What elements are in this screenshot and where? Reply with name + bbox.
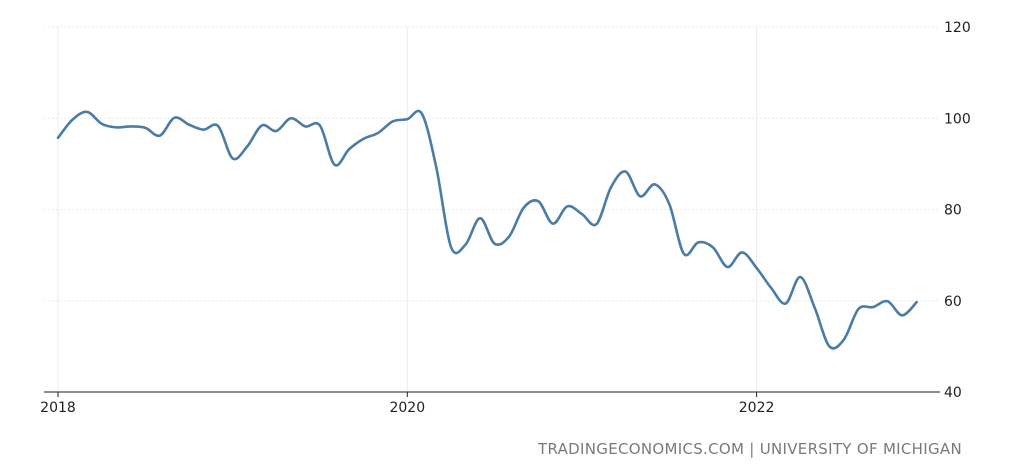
data-point [492, 241, 498, 247]
data-point [885, 298, 891, 304]
data-point [914, 299, 920, 305]
data-point [783, 300, 789, 306]
data-point [521, 205, 527, 211]
data-point [666, 201, 672, 207]
data-point [754, 265, 760, 271]
data-point [448, 244, 454, 250]
x-tick-label: 2022 [739, 400, 775, 416]
data-point [288, 115, 294, 121]
data-point [506, 233, 512, 239]
data-point [564, 203, 570, 209]
data-point [346, 146, 352, 152]
x-tick-label: 2020 [389, 400, 425, 416]
data-point [142, 125, 148, 131]
data-point [99, 121, 105, 127]
data-point [899, 312, 905, 318]
data-point [550, 221, 556, 227]
data-point [128, 123, 134, 129]
data-point [710, 244, 716, 250]
series-line [56, 109, 918, 350]
data-point [652, 181, 658, 187]
data-point [404, 116, 410, 122]
data-point [594, 221, 600, 227]
data-point [841, 337, 847, 343]
data-point [390, 118, 396, 124]
data-point [768, 285, 774, 291]
data-point [419, 111, 425, 117]
data-point [695, 239, 701, 245]
data-point [477, 215, 483, 221]
grid-lines [44, 26, 940, 392]
data-point [157, 133, 163, 139]
data-point [681, 251, 687, 257]
series-layer [55, 109, 920, 350]
data-point [739, 249, 745, 255]
data-point [201, 127, 207, 133]
y-tick-label: 80 [944, 203, 962, 219]
y-tick-label: 40 [944, 385, 962, 401]
source-credit: TRADINGECONOMICS.COM | UNIVERSITY OF MIC… [538, 440, 962, 458]
data-point [375, 130, 381, 136]
y-tick-label: 60 [944, 294, 962, 310]
y-tick-label: 100 [944, 111, 971, 127]
data-point [171, 115, 177, 121]
data-point [855, 306, 861, 312]
data-point [55, 135, 61, 141]
data-point [637, 193, 643, 199]
data-point [273, 128, 279, 134]
data-point [535, 198, 541, 204]
data-point [302, 123, 308, 129]
y-axis-labels: 40 60 80 100 120 [944, 20, 971, 401]
data-point [608, 184, 614, 190]
data-point [433, 165, 439, 171]
data-point [113, 124, 119, 130]
data-point [623, 169, 629, 175]
data-point [230, 155, 236, 161]
data-point [812, 305, 818, 311]
x-tick-label: 2018 [40, 400, 76, 416]
x-axis-labels: 2018 2020 2022 [40, 400, 774, 416]
y-tick-label: 120 [944, 20, 971, 36]
data-point [826, 343, 832, 349]
data-point [463, 242, 469, 248]
data-point [215, 123, 221, 129]
data-point [186, 122, 192, 128]
data-point [84, 109, 90, 115]
data-point [332, 162, 338, 168]
data-point [724, 264, 730, 270]
data-point [579, 211, 585, 217]
x-axis [44, 391, 940, 397]
data-point [244, 144, 250, 150]
data-point [317, 123, 323, 129]
data-point [361, 136, 367, 142]
data-point [797, 274, 803, 280]
data-point [870, 304, 876, 310]
data-point [259, 123, 265, 129]
data-point [70, 117, 76, 123]
